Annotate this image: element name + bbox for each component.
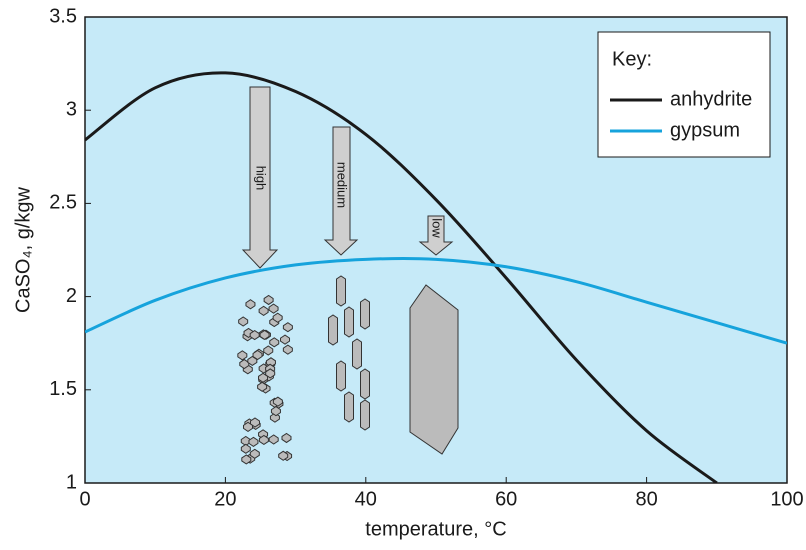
- crystal: [344, 391, 354, 423]
- crystal: [270, 406, 281, 417]
- crystal: [237, 350, 248, 361]
- crystal: [272, 396, 283, 407]
- legend-title: Key:: [612, 48, 652, 70]
- crystal: [360, 298, 370, 330]
- crystal: [409, 284, 459, 455]
- crystal: [281, 432, 292, 444]
- crystal: [328, 314, 338, 346]
- crystal: [360, 399, 370, 431]
- crystal: [258, 372, 269, 383]
- crystal: [257, 381, 268, 392]
- arrows: high medium low: [241, 86, 454, 269]
- line: [85, 257, 787, 345]
- x-axis-label: temperature, °C: [365, 518, 506, 540]
- y-tick-label: 2.5: [49, 192, 77, 214]
- y-tick-label: 3: [66, 98, 77, 120]
- crystal: [280, 334, 291, 345]
- crystal: [344, 306, 354, 338]
- crystal: [238, 316, 249, 327]
- crystal: [268, 303, 279, 314]
- x-tick-label: 0: [79, 488, 90, 510]
- crystal: [249, 448, 260, 459]
- crystal: [336, 360, 346, 392]
- crystal: [278, 450, 289, 461]
- y-tick-label: 1: [66, 471, 77, 493]
- x-tick-label: 80: [635, 488, 657, 510]
- arrow: [323, 126, 359, 256]
- y-tick-label: 2: [66, 285, 77, 307]
- x-tick-label: 40: [355, 488, 377, 510]
- legend: [597, 31, 771, 158]
- crystal: [258, 305, 269, 316]
- y-tick-label: 3.5: [49, 5, 77, 27]
- crystal: [258, 434, 269, 446]
- crystal: [245, 299, 256, 310]
- crystal: [247, 355, 258, 367]
- x-tick-label: 60: [495, 488, 517, 510]
- legend-label: gypsum: [670, 119, 740, 141]
- crystal: [352, 338, 362, 370]
- crystal: [243, 421, 254, 432]
- crystal: [263, 294, 274, 306]
- crystal: [248, 436, 259, 447]
- crystal: [240, 443, 251, 454]
- line: [85, 71, 718, 483]
- x-tick-label: 20: [214, 488, 236, 510]
- annotation: low: [430, 218, 445, 238]
- x-tick-label: 100: [770, 488, 803, 510]
- arrow: [418, 215, 454, 256]
- legend-label: anhydrite: [670, 88, 752, 110]
- crystal: [265, 357, 276, 368]
- crystal: [249, 329, 260, 341]
- crystal: [239, 358, 250, 370]
- annotation: medium: [335, 162, 350, 208]
- annotation: high: [254, 166, 269, 191]
- crystal: [265, 368, 276, 379]
- crystal: [336, 275, 346, 307]
- crystal: [282, 344, 293, 355]
- crystal: [360, 368, 370, 400]
- y-axis-label: CaSO₄, g/kgw: [12, 186, 34, 313]
- arrow: [241, 86, 279, 269]
- crystal: [272, 312, 283, 323]
- crystal: [282, 322, 293, 333]
- crystal: [259, 329, 270, 341]
- crystal: [269, 337, 280, 348]
- crystal: [268, 434, 279, 445]
- y-tick-label: 1.5: [49, 378, 77, 400]
- crystals: [237, 275, 459, 465]
- crystal: [241, 454, 252, 465]
